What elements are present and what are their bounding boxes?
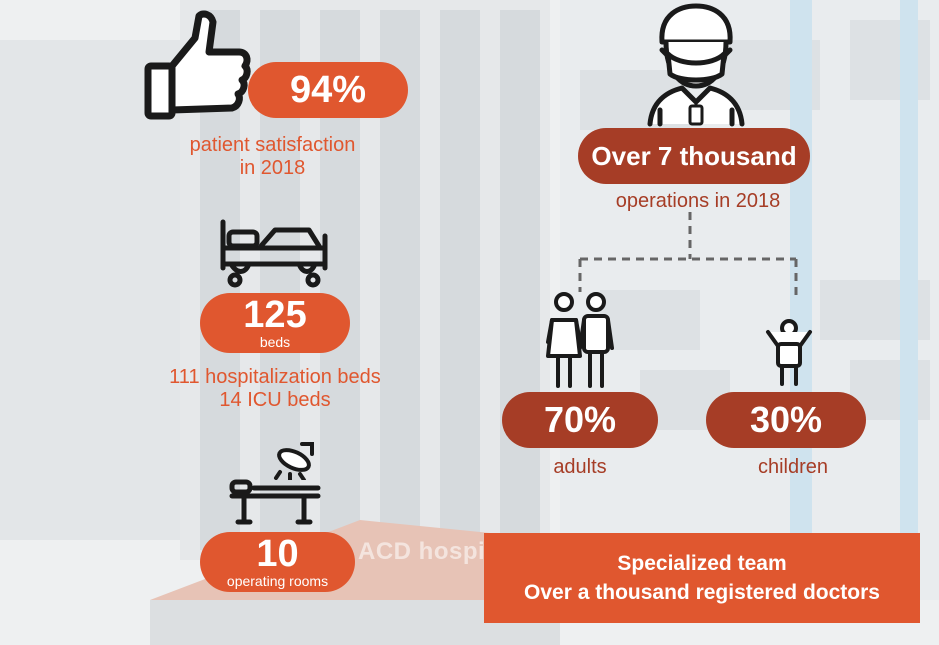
children-value: 30% (749, 399, 823, 440)
team-line1: Specialized team (617, 552, 787, 575)
satisfaction-value-pill: 94% (248, 62, 408, 118)
satisfaction-label: patient satisfaction in 2018 (150, 134, 395, 180)
satisfaction-label-line1: patient satisfaction (189, 134, 356, 156)
beds-value: 125 (243, 294, 307, 336)
adults-icon (546, 292, 614, 388)
operating-table-icon (229, 479, 321, 525)
hospital-bed-icon (220, 219, 328, 288)
beds-detail: 111 hospitalization beds 14 ICU beds (130, 366, 420, 412)
entrance-sign: ACD hospit (358, 538, 494, 565)
satisfaction-label-line2: in 2018 (239, 157, 306, 179)
beds-detail-line2: 14 ICU beds (219, 389, 331, 411)
children-value-pill: 30% (706, 392, 866, 448)
operating-rooms-unit: operating rooms (226, 573, 329, 589)
operations-label: operations in 2018 (615, 190, 781, 212)
beds-value-pill: 125 beds (200, 293, 350, 353)
beds-detail-line1: 111 hospitalization beds (169, 366, 381, 388)
operating-rooms-value-pill: 10 operating rooms (200, 532, 355, 592)
adults-label: adults (553, 456, 607, 478)
satisfaction-value: 94% (289, 68, 367, 111)
operations-value-pill: Over 7 thousand (578, 128, 810, 184)
operating-lamp-icon (274, 442, 314, 480)
child-icon (766, 319, 812, 386)
children-label: children (757, 456, 829, 478)
team-line2: Over a thousand registered doctors (524, 581, 880, 604)
thumbs-up-icon (144, 10, 251, 120)
operating-rooms-value: 10 (256, 533, 299, 575)
beds-unit: beds (259, 334, 291, 350)
operations-value: Over 7 thousand (591, 140, 797, 171)
adults-value-pill: 70% (502, 392, 658, 448)
surgeon-icon (647, 3, 745, 127)
team-banner: Specialized team Over a thousand registe… (484, 533, 920, 623)
breakdown-connector (578, 212, 798, 297)
adults-value: 70% (543, 399, 617, 440)
